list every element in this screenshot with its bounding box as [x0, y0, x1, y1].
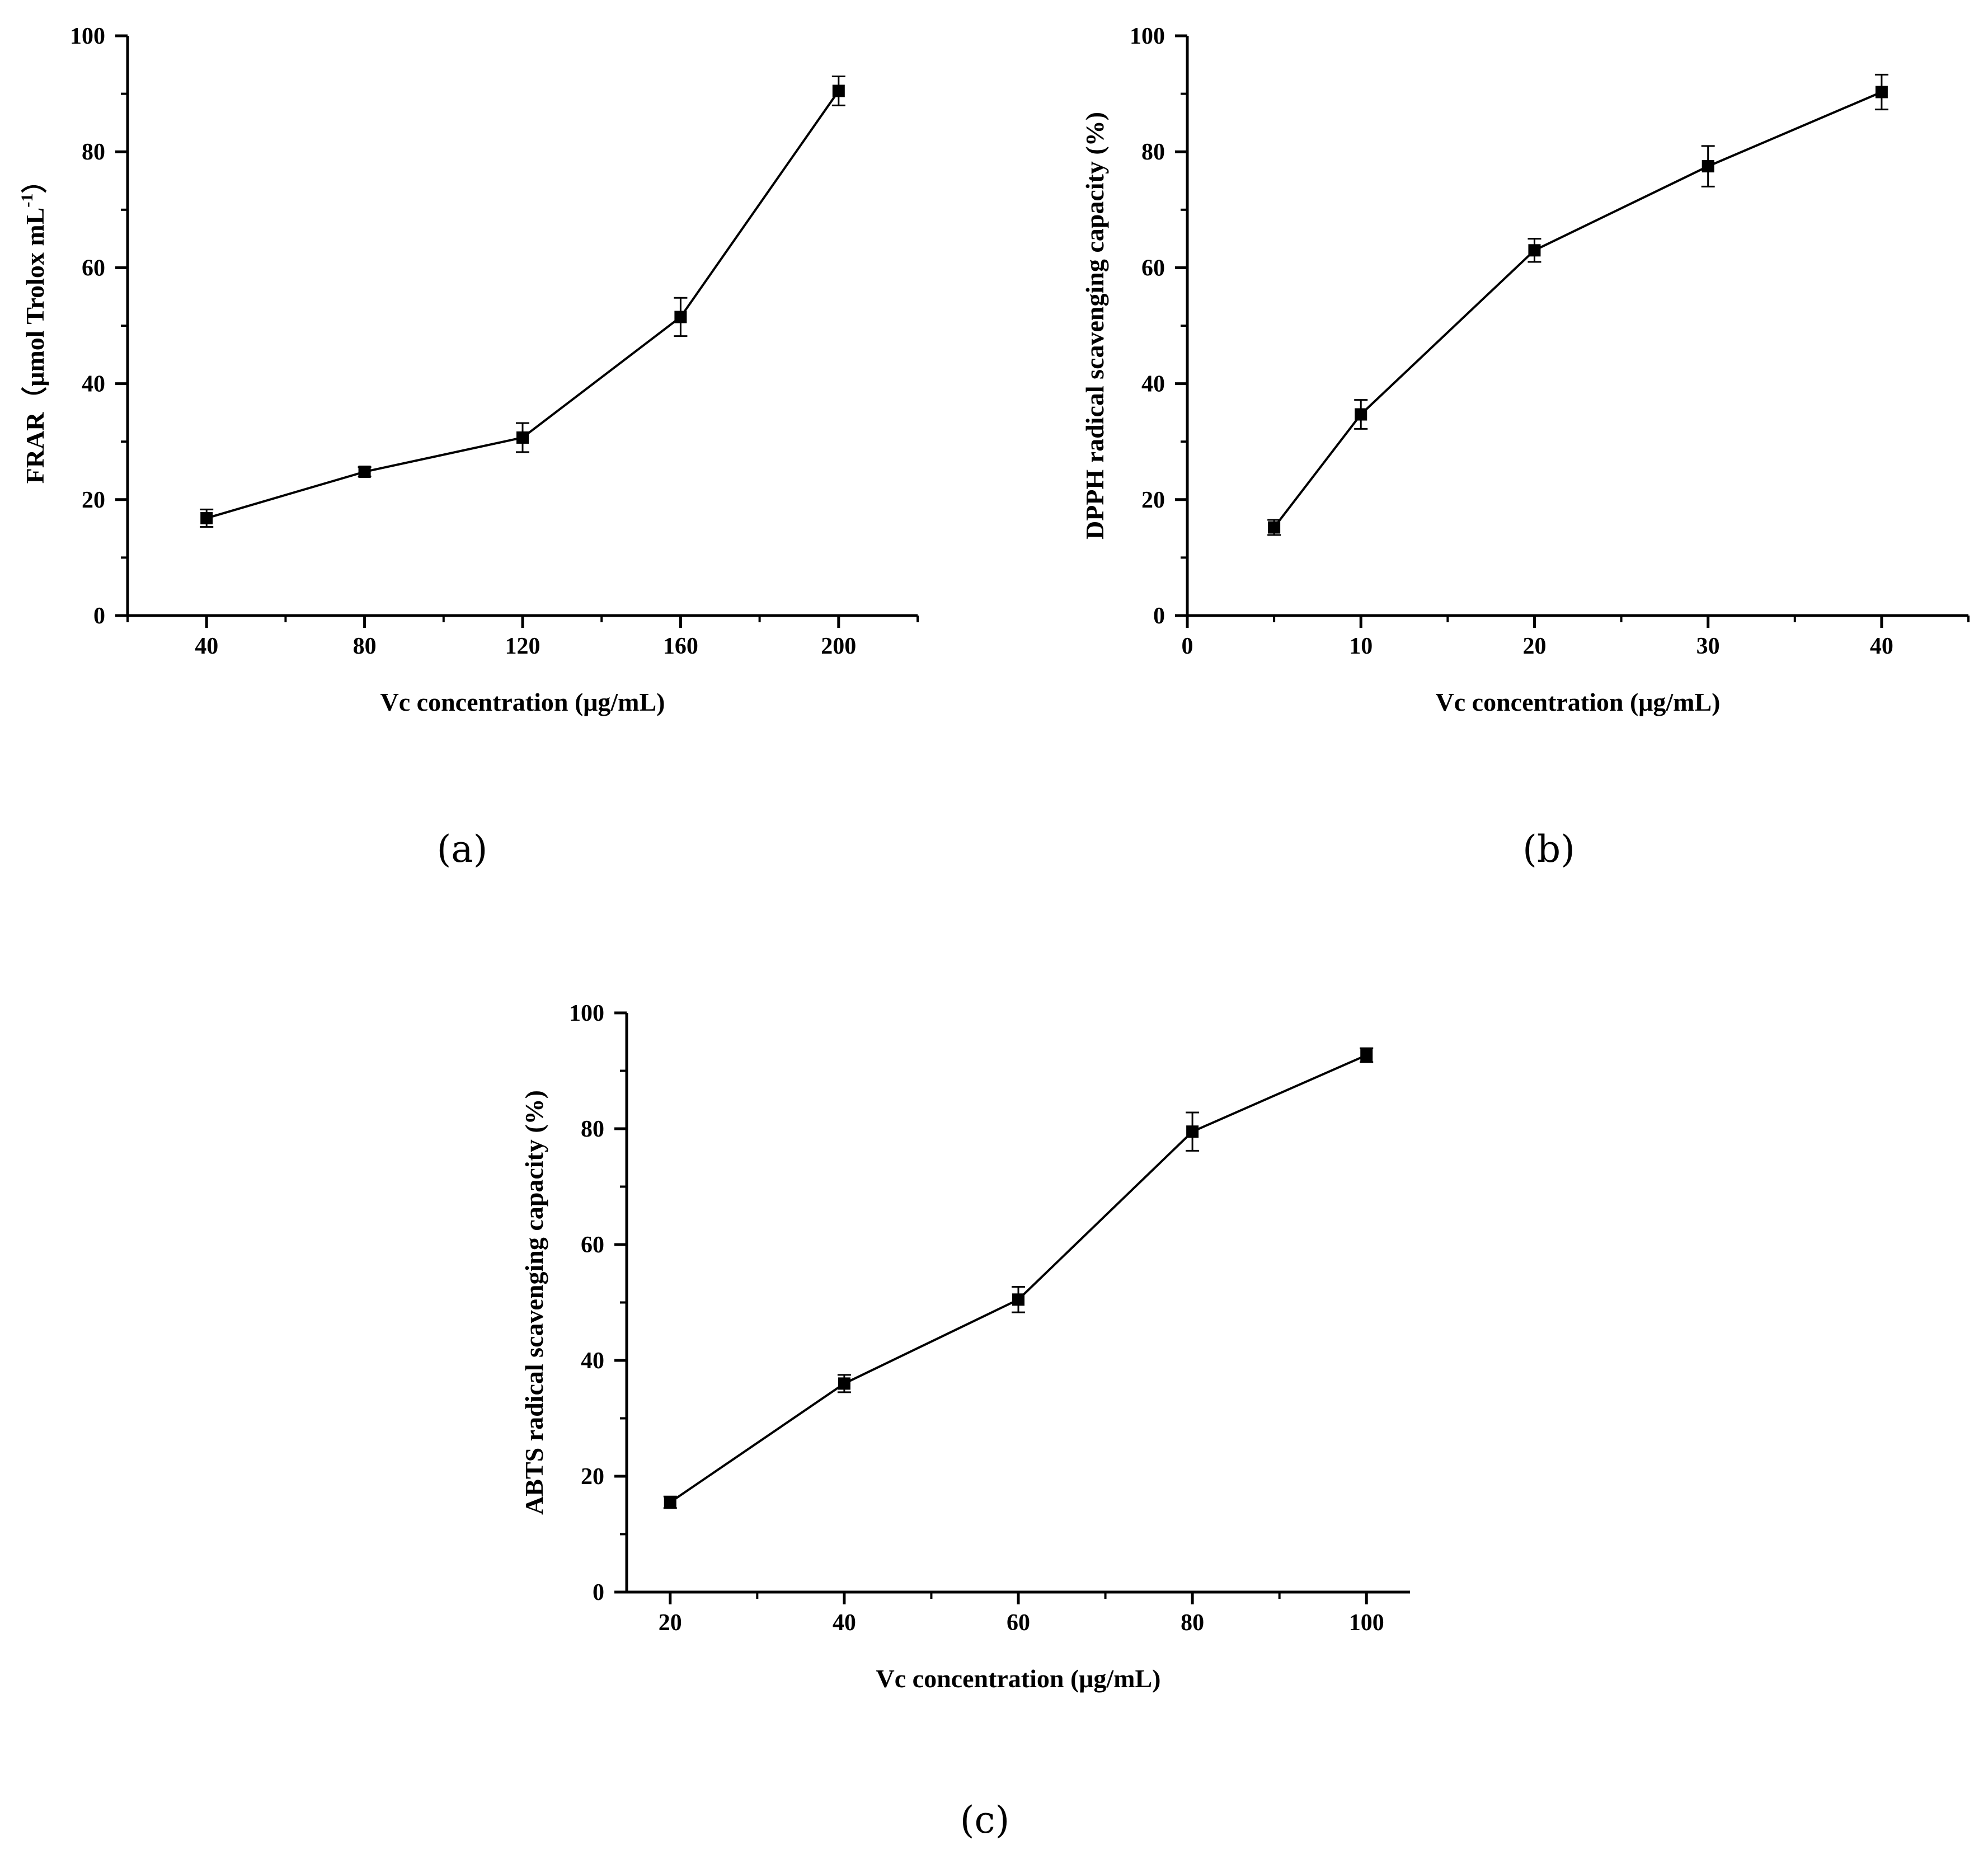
- data-point: [1355, 408, 1367, 421]
- data-point: [516, 431, 529, 444]
- x-tick-label: 0: [1182, 633, 1193, 659]
- chart-panel-1: 0 20 40 60 80 100 40 80 120 160 200 Vc concentratio…: [18, 24, 919, 871]
- y-tick-label: 80: [581, 1116, 604, 1142]
- series-line: [206, 90, 840, 519]
- data-point: [1268, 521, 1281, 534]
- x-tick-label: 10: [1349, 633, 1373, 659]
- y-tick-label: 20: [581, 1464, 604, 1490]
- x-tick-label: 100: [1349, 1610, 1384, 1636]
- data-point: [1360, 1049, 1373, 1062]
- series-line: [1273, 91, 1882, 528]
- data-point: [674, 311, 687, 323]
- x-tick-label: 160: [663, 633, 698, 659]
- x-tick-label: 80: [353, 633, 377, 659]
- x-tick-label: 40: [1870, 633, 1893, 659]
- y-tick-label: 0: [1153, 603, 1165, 629]
- y-tick-label: 100: [569, 1001, 604, 1026]
- x-tick-label: 40: [833, 1610, 856, 1636]
- y-axis-label: FRAR（μmol Trolox mL-1）: [18, 168, 49, 484]
- data-point: [664, 1496, 676, 1509]
- panel-label: (a): [437, 828, 488, 871]
- x-tick-label: 200: [821, 633, 856, 659]
- y-tick-label: 0: [593, 1580, 604, 1606]
- data-point: [1702, 160, 1714, 173]
- y-axis-label: DPPH radical scavenging capacity (%): [1080, 112, 1109, 539]
- data-point: [1012, 1293, 1024, 1306]
- x-tick-label: 30: [1696, 633, 1720, 659]
- x-tick-label: 20: [659, 1610, 682, 1636]
- data-point: [358, 466, 371, 478]
- data-point: [832, 84, 845, 97]
- y-tick-label: 0: [93, 603, 105, 629]
- data-point: [1186, 1125, 1199, 1138]
- panel-label: (b): [1522, 828, 1575, 871]
- data-point: [1528, 244, 1541, 257]
- x-axis-label: Vc concentration (μg/mL): [1436, 688, 1721, 716]
- y-tick-label: 20: [1141, 487, 1165, 513]
- x-axis-label: Vc concentration (μg/mL): [380, 688, 665, 716]
- x-axis-label: Vc concentration (μg/mL): [876, 1664, 1161, 1693]
- data-point: [200, 511, 213, 524]
- y-tick-label: 60: [82, 255, 105, 281]
- panel-label: (c): [960, 1799, 1009, 1842]
- chart-panel-3: 0 20 40 60 80 100 20 40 60 80 100 Vc concentration …: [520, 1001, 1410, 1842]
- y-tick-label: 60: [1141, 255, 1165, 281]
- y-tick-label: 100: [1130, 24, 1165, 49]
- x-tick-label: 40: [195, 633, 218, 659]
- y-tick-label: 40: [82, 372, 105, 397]
- y-tick-label: 100: [70, 24, 105, 49]
- y-axis-label: ABTS radical scavenging capacity (%): [520, 1090, 548, 1515]
- data-point: [1875, 86, 1888, 98]
- y-tick-label: 80: [1141, 139, 1165, 165]
- data-point: [838, 1377, 850, 1390]
- x-tick-label: 60: [1007, 1610, 1030, 1636]
- y-tick-label: 40: [1141, 372, 1165, 397]
- y-tick-label: 80: [82, 139, 105, 165]
- y-tick-label: 20: [82, 487, 105, 513]
- chart-panel-2: 0 20 40 60 80 100 0 10 20 30 40 Vc concentration (μ…: [1080, 24, 1970, 871]
- x-tick-label: 80: [1181, 1610, 1204, 1636]
- series-line: [669, 1054, 1367, 1504]
- y-tick-label: 60: [581, 1232, 604, 1258]
- y-tick-label: 40: [581, 1348, 604, 1374]
- x-tick-label: 20: [1522, 633, 1546, 659]
- x-tick-label: 120: [505, 633, 541, 659]
